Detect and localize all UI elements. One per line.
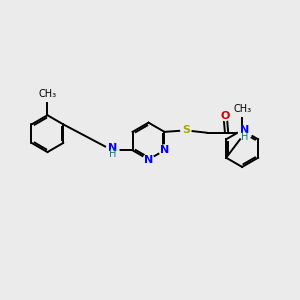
- Text: O: O: [220, 110, 230, 121]
- Circle shape: [220, 110, 230, 121]
- Text: CH₃: CH₃: [38, 89, 56, 99]
- Text: N: N: [240, 125, 250, 135]
- Circle shape: [159, 145, 170, 156]
- Text: H: H: [109, 149, 116, 159]
- Circle shape: [143, 154, 154, 165]
- Circle shape: [106, 144, 119, 157]
- Text: S: S: [182, 125, 190, 135]
- Circle shape: [238, 126, 252, 139]
- Text: N: N: [144, 154, 153, 164]
- Text: CH₃: CH₃: [233, 104, 251, 114]
- Text: N: N: [108, 142, 117, 153]
- Text: N: N: [160, 145, 169, 155]
- Text: H: H: [241, 132, 249, 142]
- Circle shape: [181, 125, 191, 135]
